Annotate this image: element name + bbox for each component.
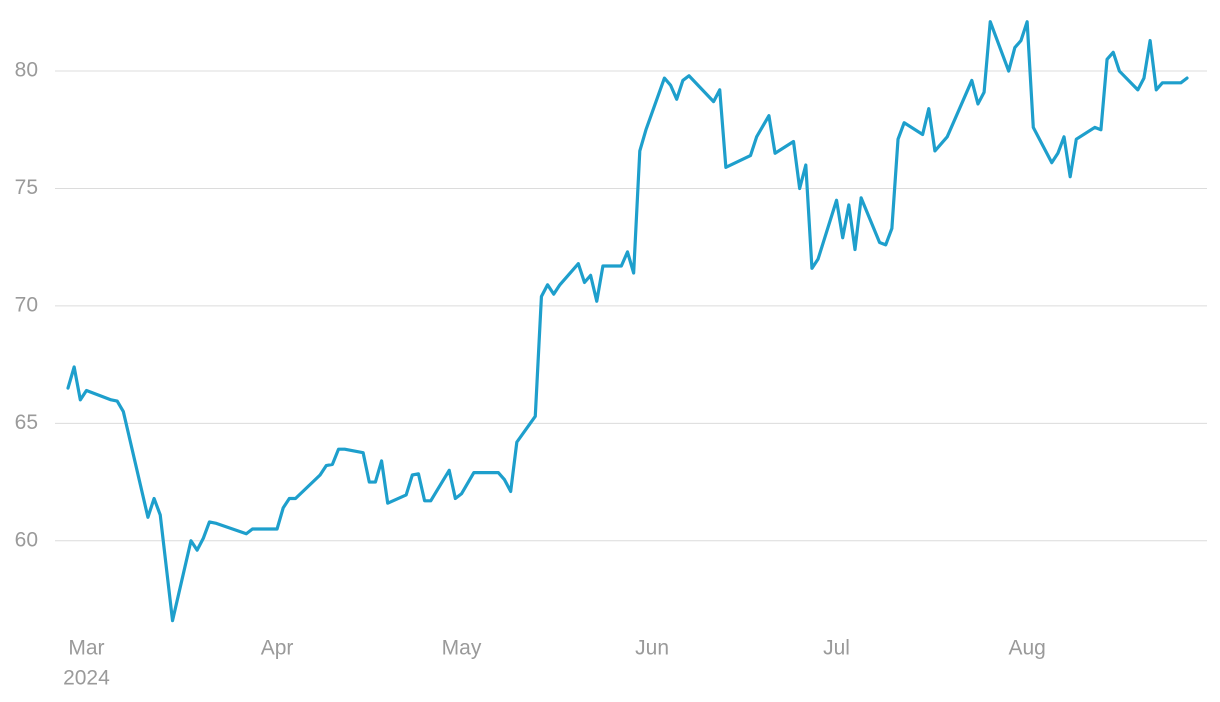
x-tick-label: May bbox=[442, 637, 482, 660]
x-tick-label: Aug bbox=[1008, 637, 1045, 660]
x-tick-label: Jun bbox=[635, 637, 669, 660]
y-tick-label: 65 bbox=[15, 411, 38, 434]
x-year-label: 2024 bbox=[63, 667, 110, 690]
y-tick-label: 60 bbox=[15, 528, 38, 551]
x-tick-label: Jul bbox=[823, 637, 850, 660]
y-tick-label: 80 bbox=[15, 59, 38, 82]
x-tick-label: Mar bbox=[68, 637, 104, 660]
x-tick-label: Apr bbox=[261, 637, 294, 660]
y-tick-label: 70 bbox=[15, 293, 38, 316]
y-tick-label: 75 bbox=[15, 176, 38, 199]
data-line bbox=[66, 20, 1189, 623]
